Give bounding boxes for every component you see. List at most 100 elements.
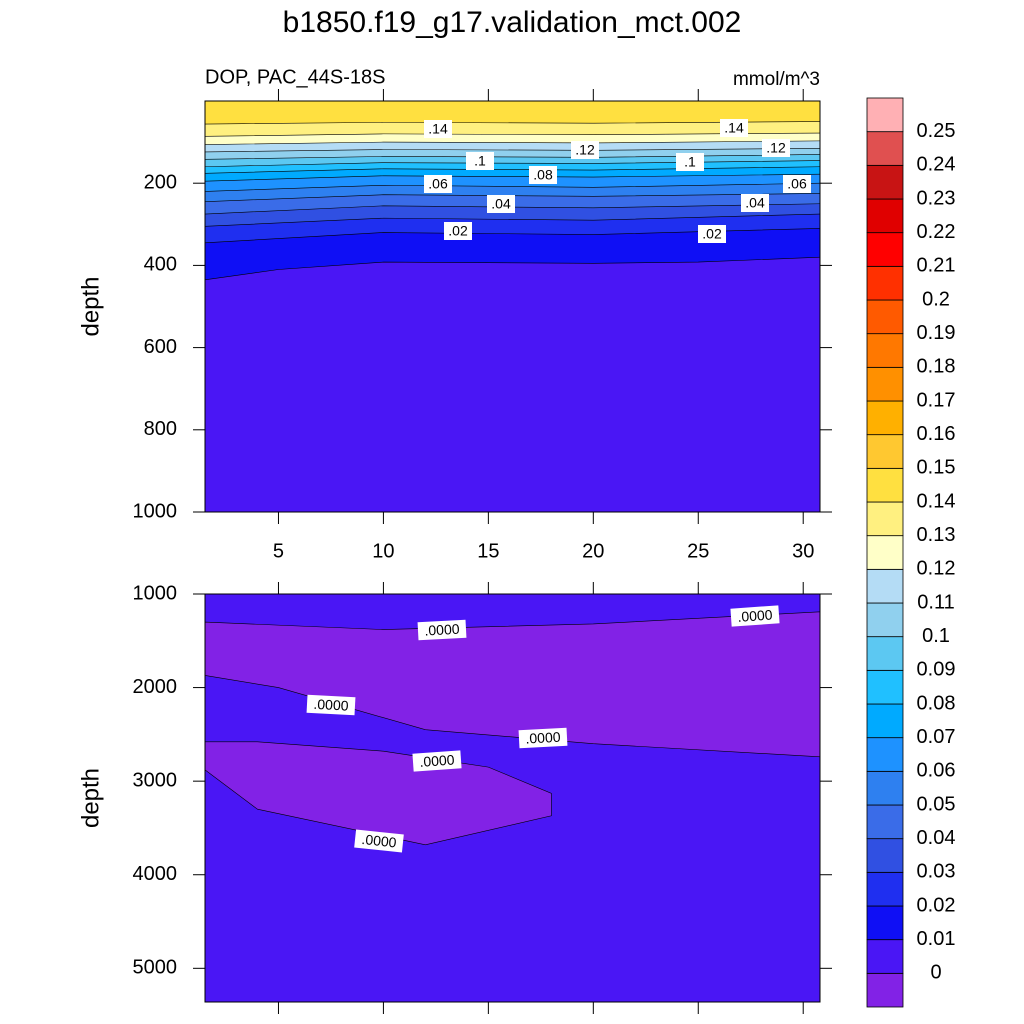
y-tick-label: 4000 — [133, 863, 178, 885]
y-tick-label: 1000 — [133, 582, 178, 604]
y-tick-label: 1000 — [133, 500, 178, 522]
label-box — [741, 194, 769, 212]
contour-line — [205, 147, 820, 153]
colorbar-label: 0.2 — [922, 288, 950, 310]
y-tick-label: 200 — [144, 171, 177, 193]
contour-band — [205, 101, 820, 125]
contour-label: .14 — [424, 120, 452, 138]
colorbar-box — [866, 366, 904, 402]
colorbar-box — [866, 400, 904, 436]
contour-label-text: .14 — [724, 120, 744, 136]
colorbar-label: 0.19 — [917, 322, 956, 344]
colorbar-box — [866, 467, 904, 503]
contour-label-text: .0000 — [424, 621, 460, 639]
colorbar-box — [866, 198, 904, 234]
colorbar-label: 0.05 — [917, 793, 956, 815]
label-box — [444, 222, 472, 240]
units: mmol/m^3 — [733, 69, 820, 90]
contour-label-text: .0000 — [525, 729, 561, 747]
colorbar-label: 0.04 — [917, 827, 956, 849]
colorbar-box — [866, 333, 904, 368]
label-box — [762, 139, 790, 157]
contour-label-text: .02 — [448, 223, 468, 239]
contour-line — [205, 173, 820, 182]
contour-label: .02 — [698, 225, 726, 243]
colorbar-label: 0.1 — [922, 625, 950, 647]
colorbar-box — [866, 232, 904, 267]
label-box — [783, 175, 811, 193]
plot-area — [205, 101, 820, 512]
x-tick-label: 5 — [273, 540, 284, 562]
contour-label: .04 — [741, 194, 769, 212]
colorbar-label: 0.24 — [917, 154, 956, 176]
contour-label: .0000 — [417, 619, 467, 641]
colorbar-box — [866, 770, 904, 806]
contour-label: .08 — [529, 166, 557, 184]
contour-label-text: .04 — [745, 195, 765, 211]
plot-area — [205, 594, 820, 1002]
contour-label: .1 — [466, 152, 494, 170]
contour-label: .06 — [783, 175, 811, 193]
x-tick-label: 25 — [687, 540, 709, 562]
contour-label: .0000 — [730, 605, 780, 627]
contour-label-text: .0000 — [419, 751, 455, 769]
colorbar-box — [866, 939, 904, 974]
y-axis-label: depth — [77, 768, 104, 828]
contour-label: .02 — [444, 222, 472, 240]
colorbar-label: 0 — [930, 962, 941, 984]
colorbar-label: 0.08 — [917, 692, 956, 714]
colorbar-box — [866, 535, 904, 570]
colorbar-label: 0.12 — [917, 558, 956, 580]
contour-line — [205, 182, 820, 192]
colorbar-box — [866, 838, 904, 873]
label-box — [698, 225, 726, 243]
y-tick-label: 5000 — [133, 957, 178, 979]
contour-label-text: .0000 — [313, 696, 349, 714]
colorbar-label: 0.02 — [917, 894, 956, 916]
label-box — [412, 750, 462, 772]
contour-label-text: .1 — [474, 153, 486, 169]
colorbar-box — [866, 97, 904, 133]
colorbar-label: 0.15 — [917, 457, 956, 479]
colorbar-label: 0.03 — [917, 861, 956, 883]
label-box — [466, 152, 494, 170]
plot-frame — [204, 593, 821, 1003]
label-box — [424, 120, 452, 138]
contour-label: .0000 — [306, 694, 356, 716]
colorbar-label: 0.22 — [917, 221, 956, 243]
label-box — [529, 166, 557, 184]
colorbar-box — [866, 804, 904, 840]
contour-label-text: .14 — [428, 121, 448, 137]
colorbar-label: 0.09 — [917, 659, 956, 681]
label-box — [518, 727, 568, 749]
contour-line — [205, 121, 820, 125]
colorbar-label: 0.07 — [917, 726, 956, 748]
x-tick-label: 30 — [792, 540, 814, 562]
colorbar-box — [866, 568, 904, 604]
x-tick-label: 10 — [372, 540, 394, 562]
colorbar-label: 0.17 — [917, 389, 956, 411]
colorbar-label: 0.13 — [917, 524, 956, 546]
label-box — [424, 175, 452, 193]
contour-line — [205, 256, 820, 281]
contour-label-text: .02 — [702, 226, 722, 242]
colorbar-label: 0.14 — [917, 490, 956, 512]
contour-label-text: .06 — [787, 176, 807, 192]
colorbar-label: 0.21 — [917, 255, 956, 277]
contour-line — [205, 132, 820, 137]
contour-label-text: .1 — [684, 154, 696, 170]
contour-label-text: .04 — [491, 196, 511, 212]
contour-label: .14 — [720, 119, 748, 137]
contour-label-text: .06 — [428, 176, 448, 192]
contour-label-text: .0000 — [737, 606, 773, 624]
contour-label-text: .12 — [766, 140, 786, 156]
x-tick-label: 15 — [477, 540, 499, 562]
colorbar-box — [866, 636, 904, 671]
y-axis-label: depth — [77, 276, 104, 336]
colorbar-box — [866, 602, 904, 638]
negative-region — [205, 611, 820, 758]
contour-label: .0000 — [518, 727, 568, 749]
colorbar-box — [866, 164, 904, 200]
colorbar-box — [866, 669, 904, 705]
